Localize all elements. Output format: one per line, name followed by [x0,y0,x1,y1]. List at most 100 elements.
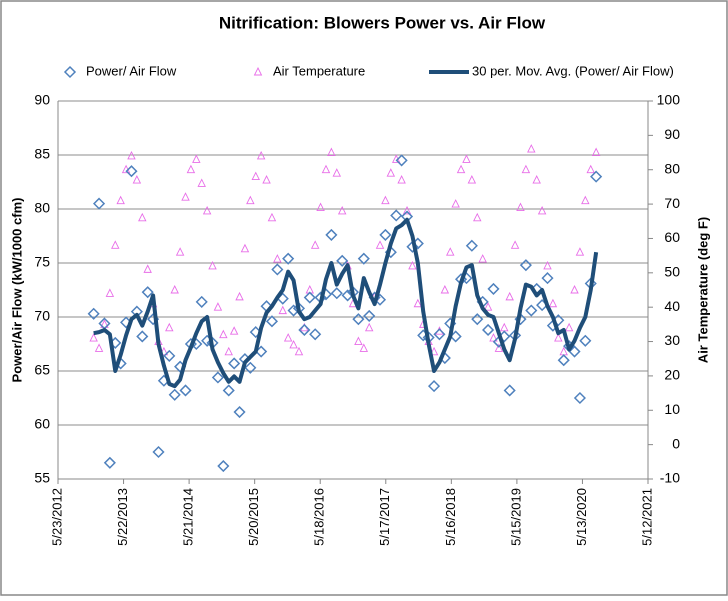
point [136,330,149,343]
point [352,313,365,326]
point [213,302,223,311]
point [482,323,495,337]
point [89,333,98,342]
point [397,175,406,184]
point [516,202,525,211]
point [519,259,532,272]
point [330,287,343,300]
point [116,195,125,205]
point [175,247,185,256]
point [557,354,570,367]
point [591,147,601,156]
point [413,298,423,308]
y2-tick-label: 70 [664,195,680,211]
point [271,263,284,276]
point [111,240,120,249]
point [267,212,277,222]
point [186,164,196,174]
y2-tick-label: 20 [664,367,680,383]
y2-axis-title: Air Temperature (deg F) [695,217,710,363]
point [256,150,266,160]
point [321,164,331,174]
legend-label: 30 per. Mov. Avg. (Power/ Air Flow) [472,63,674,78]
point [100,319,109,328]
point [446,247,455,256]
point [386,168,396,177]
point [127,150,136,160]
point [564,322,574,332]
y2-tick-label: 50 [664,264,680,280]
point [487,282,500,295]
point [494,343,504,352]
point [219,329,228,339]
legend-label: Power/ Air Flow [86,63,177,78]
y2-tick-label: 10 [664,401,680,417]
point [579,334,592,347]
x-tick-label: 5/13/2020 [574,488,589,546]
point [505,291,514,301]
point [125,165,138,178]
y2-tick-label: 90 [664,126,680,142]
point [548,298,558,308]
point [235,291,244,301]
point [467,175,477,184]
moving-average-line [93,217,599,389]
point [381,195,390,205]
point [93,197,106,210]
x-tick-label: 5/12/2021 [639,488,654,546]
y2-tick-label: -10 [660,470,680,486]
point [87,307,100,320]
point [354,336,363,345]
point [240,243,250,253]
point [537,205,547,215]
point [503,384,516,397]
legend-swatch [253,66,263,76]
point [143,264,152,273]
point [217,459,230,473]
point [208,260,217,270]
point [489,333,498,342]
y-tick-label: 90 [34,92,50,108]
point [541,272,554,285]
point [573,391,586,405]
point [262,175,271,184]
point [103,456,116,469]
point [222,384,235,397]
point [294,346,304,356]
point [105,288,115,297]
point [379,228,392,241]
x-tick-label: 5/15/2019 [508,488,523,546]
point [303,291,316,304]
chart-title: Nitrification: Blowers Power vs. Air Flo… [219,13,546,32]
point [471,313,484,326]
y-tick-label: 60 [34,416,50,432]
point [427,380,441,393]
y2-tick-label: 30 [664,332,680,348]
point [298,323,311,337]
x-tick-label: 5/17/2017 [377,488,392,546]
legend-swatch [63,65,77,79]
point [170,284,179,294]
point [195,295,208,308]
point [192,154,201,163]
point [181,192,190,201]
point [521,164,531,174]
point [581,195,590,205]
point [586,164,595,174]
point [473,212,482,222]
point [246,195,255,205]
point [310,240,320,249]
y2-tick-label: 60 [664,229,680,245]
point [402,205,412,215]
point [289,339,298,349]
legend-label: Air Temperature [273,63,365,78]
point [233,405,246,419]
y2-tick-label: 100 [657,92,681,108]
point [478,254,487,263]
y-axis-title: Power/Air Flow (kW/1000 cfm) [9,198,24,383]
point [273,254,282,263]
point [575,247,585,256]
point [224,346,233,356]
point [244,361,257,374]
point [364,322,374,332]
